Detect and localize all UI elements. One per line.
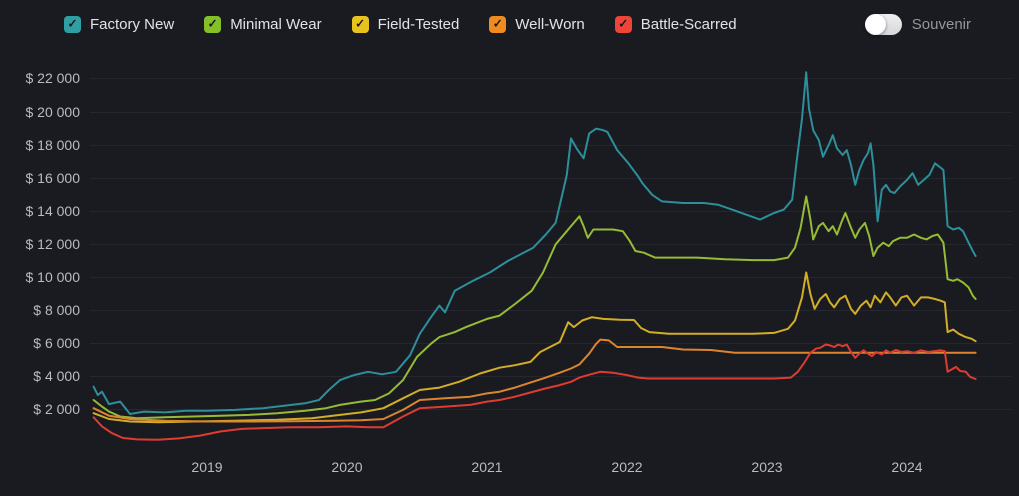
gridline	[90, 343, 1012, 344]
checkmark-icon: ✓	[492, 16, 503, 31]
series-line-well-worn	[92, 338, 977, 423]
checkmark-icon: ✓	[207, 16, 218, 31]
checkbox-factory-new-icon[interactable]: ✓	[64, 15, 81, 33]
legend-item-factory-new[interactable]: ✓ Factory New	[64, 15, 175, 33]
legend-label-minimal-wear: Minimal Wear	[230, 15, 322, 33]
y-axis-tick-label: $ 22 000	[25, 70, 81, 86]
gridline	[90, 277, 1012, 278]
y-axis-tick-label: $ 8 000	[33, 302, 80, 318]
legend-label-battle-scarred: Battle-Scarred	[640, 15, 737, 33]
gridline	[90, 112, 1012, 113]
legend-label-field-tested: Field-Tested	[377, 15, 460, 33]
gridline	[90, 244, 1012, 245]
checkmark-icon: ✓	[618, 16, 629, 31]
legend-label-well-worn: Well-Worn	[515, 15, 585, 33]
y-axis-tick-label: $ 12 000	[25, 236, 81, 252]
series-line-minimal-wear	[92, 195, 977, 420]
y-axis-tick-label: $ 10 000	[25, 269, 81, 285]
souvenir-label: Souvenir	[911, 15, 971, 33]
chart-legend: ✓ Factory New ✓ Minimal Wear ✓ Field-Tes…	[0, 0, 1019, 48]
series-line-field-tested	[92, 271, 977, 424]
x-axis-tick-label: 2020	[331, 459, 363, 475]
gridline	[90, 211, 1012, 212]
y-axis-tick-label: $ 2 000	[33, 401, 80, 417]
gridline	[90, 409, 1012, 410]
legend-item-field-tested[interactable]: ✓ Field-Tested	[351, 15, 460, 33]
x-axis-tick-label: 2024	[891, 459, 923, 475]
legend-item-battle-scarred[interactable]: ✓ Battle-Scarred	[614, 15, 737, 33]
y-axis-tick-label: $ 6 000	[33, 335, 80, 351]
checkbox-field-tested-icon[interactable]: ✓	[351, 15, 369, 33]
souvenir-toggle[interactable]	[864, 13, 902, 35]
checkbox-battle-scarred-icon[interactable]: ✓	[614, 15, 632, 33]
souvenir-toggle-group: Souvenir	[864, 13, 971, 35]
legend-item-well-worn[interactable]: ✓ Well-Worn	[489, 15, 585, 33]
y-axis-tick-label: $ 14 000	[25, 203, 81, 219]
gridline	[90, 310, 1012, 311]
series-line-battle-scarred	[92, 343, 977, 441]
legend-label-factory-new: Factory New	[90, 15, 175, 33]
series-line-factory-new	[92, 71, 977, 415]
checkbox-minimal-wear-icon[interactable]: ✓	[204, 15, 222, 33]
checkmark-icon: ✓	[67, 16, 78, 31]
gridline	[90, 78, 1012, 79]
gridline	[90, 145, 1012, 146]
y-axis-tick-label: $ 18 000	[25, 137, 81, 153]
toggle-knob	[864, 13, 886, 35]
gridline	[90, 178, 1012, 179]
checkbox-well-worn-icon[interactable]: ✓	[489, 15, 507, 33]
x-axis-tick-label: 2019	[191, 459, 223, 475]
legend-item-minimal-wear[interactable]: ✓ Minimal Wear	[204, 15, 322, 33]
y-axis-tick-label: $ 4 000	[33, 368, 80, 384]
checkmark-icon: ✓	[355, 16, 366, 31]
x-axis-tick-label: 2023	[751, 459, 783, 475]
y-axis-tick-label: $ 16 000	[25, 170, 81, 186]
y-axis-tick-label: $ 20 000	[25, 104, 81, 120]
x-axis-tick-label: 2022	[611, 459, 643, 475]
x-axis-tick-label: 2021	[471, 459, 503, 475]
